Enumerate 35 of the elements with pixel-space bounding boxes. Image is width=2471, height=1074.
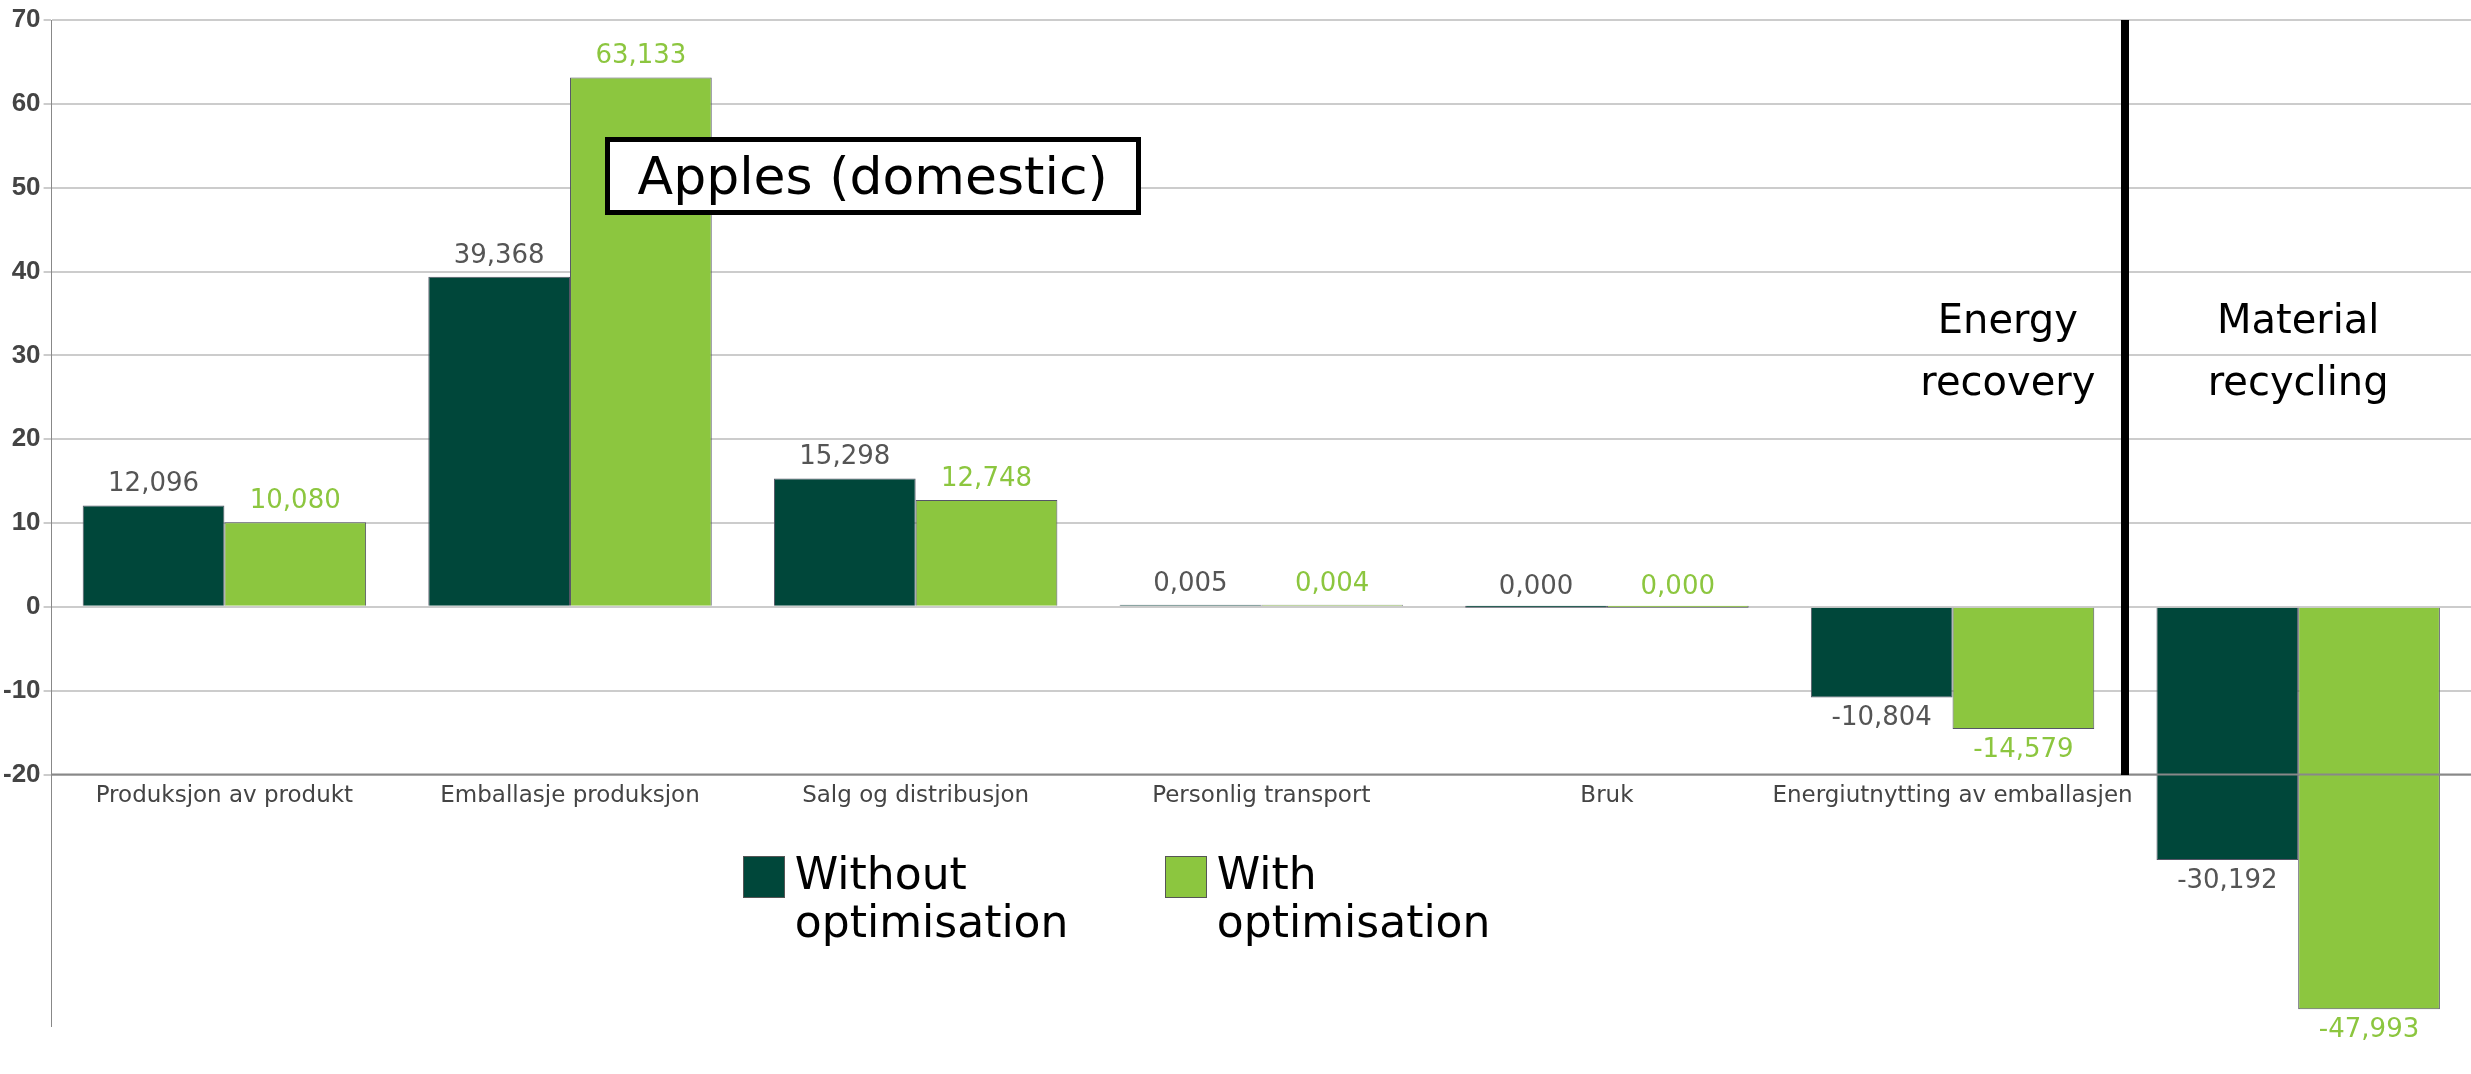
y-tick-label: 10 [11,506,41,537]
x-tick-label: Bruk [1580,780,1635,807]
data-label: 63,133 [595,39,687,70]
data-label: 0,000 [1498,569,1574,600]
data-label: -47,993 [2318,1012,2420,1043]
text: Apples (domestic) [604,137,1141,216]
x-tick-label: Energiutnytting av emballasjen [1772,780,2133,807]
data-label: 12,096 [108,467,200,498]
data-label: -10,804 [1831,701,1932,732]
annotation: Material recycling [2206,295,2390,407]
data-label: 10,080 [249,484,341,515]
data-label: 0,005 [1153,566,1228,597]
data-label: 0,004 [1294,566,1370,597]
annotation: Energy recovery [1919,295,2097,407]
y-tick-label: 40 [11,254,41,285]
x-tick-label: Emballasje produksjon [440,780,700,807]
x-tick-label: Personlig transport [1152,780,1371,807]
y-tick-label: 50 [11,170,41,201]
legend-label: Without optimisation [794,847,1070,947]
y-tick-label: -20 [3,757,41,788]
y-tick-label: 30 [11,338,41,369]
y-tick-label: 0 [26,590,41,621]
y-tick-label: 20 [11,422,41,453]
y-tick-label: 70 [11,3,41,34]
data-label: -30,192 [2177,863,2278,894]
data-label: 0,000 [1640,569,1715,600]
x-tick-label: Salg og distribusjon [802,780,1030,807]
data-label: -14,579 [1973,732,2074,763]
legend-label: With optimisation [1216,847,1492,947]
x-tick-label: Produksjon av produkt [95,780,354,807]
data-label: 39,368 [453,238,545,269]
data-label: 12,748 [941,461,1032,492]
data-label: 15,298 [799,440,891,471]
y-tick-label: -10 [3,673,41,704]
y-tick-label: 60 [11,87,41,118]
